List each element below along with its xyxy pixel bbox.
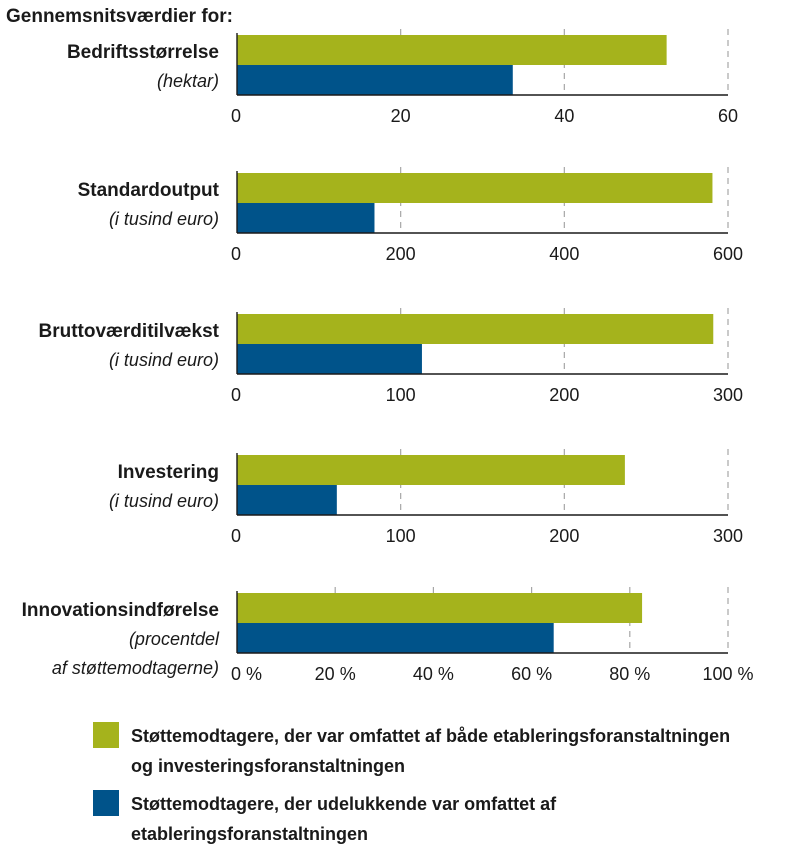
chart-panel-4: 0 100 200 300 Investering (i tusind euro) [109, 449, 743, 546]
tick-label: 0 [231, 526, 241, 546]
tick-label: 0 [231, 244, 241, 264]
bar-series-b [237, 485, 337, 515]
bar-series-a [237, 173, 713, 203]
bar-series-a [237, 593, 643, 623]
tick-label: 0 % [231, 664, 262, 684]
tick-label: 20 % [315, 664, 356, 684]
chart-panel-2: 0 200 400 600 Standardoutput (i tusind euro) [78, 167, 743, 264]
bar-series-b [237, 344, 422, 374]
tick-label: 200 [549, 526, 579, 546]
bar-series-b [237, 623, 554, 653]
tick-label: 200 [549, 385, 579, 405]
panel-sublabel: (i tusind euro) [109, 350, 219, 370]
bar-series-b [237, 65, 513, 95]
tick-label: 100 [386, 385, 416, 405]
tick-label: 80 % [609, 664, 650, 684]
bar-series-a [237, 314, 714, 344]
tick-label: 0 [231, 385, 241, 405]
tick-label: 0 [231, 106, 241, 126]
tick-label: 60 % [511, 664, 552, 684]
chart-panel-3: 0 100 200 300 Bruttoværditilvækst (i tusind e… [38, 308, 743, 405]
panel-sublabel: (procentdel [129, 629, 220, 649]
legend-label: og investeringsforanstaltningen [131, 756, 405, 776]
chart-panel-1: 0 20 40 60 Bedriftsstørrelse (hektar) [67, 29, 738, 126]
chart-panel-5: 0 % 20 % 40 % 60 % 80 % 100 % Innovationsindfø… [22, 587, 754, 684]
bar-series-a [237, 455, 625, 485]
chart-header: Gennemsnitsværdier for: [6, 6, 233, 27]
tick-label: 300 [713, 385, 743, 405]
legend-swatch-b [93, 790, 119, 816]
tick-label: 600 [713, 244, 743, 264]
tick-label: 300 [713, 526, 743, 546]
panel-label: Standardoutput [78, 180, 220, 201]
panel-label: Bedriftsstørrelse [67, 42, 219, 63]
panel-label: Bruttoværditilvækst [38, 321, 219, 342]
tick-label: 200 [386, 244, 416, 264]
tick-label: 60 [718, 106, 738, 126]
bar-series-b [237, 203, 375, 233]
tick-label: 20 [391, 106, 411, 126]
tick-label: 100 [386, 526, 416, 546]
legend: Støttemodtagere, der var omfattet af båd… [93, 722, 730, 844]
panel-label: Innovationsindførelse [22, 600, 219, 621]
panel-sublabel: af støttemodtagerne) [52, 658, 219, 678]
bar-series-a [237, 35, 667, 65]
legend-label: Støttemodtagere, der udelukkende var omf… [131, 794, 557, 814]
legend-label: etableringsforanstaltningen [131, 824, 368, 844]
panel-label: Investering [118, 462, 219, 483]
panel-sublabel: (i tusind euro) [109, 209, 219, 229]
legend-swatch-a [93, 722, 119, 748]
tick-label: 40 % [413, 664, 454, 684]
tick-label: 100 % [702, 664, 753, 684]
tick-label: 40 [554, 106, 574, 126]
legend-label: Støttemodtagere, der var omfattet af båd… [131, 726, 730, 746]
tick-label: 400 [549, 244, 579, 264]
panel-sublabel: (hektar) [157, 71, 219, 91]
panel-sublabel: (i tusind euro) [109, 491, 219, 511]
